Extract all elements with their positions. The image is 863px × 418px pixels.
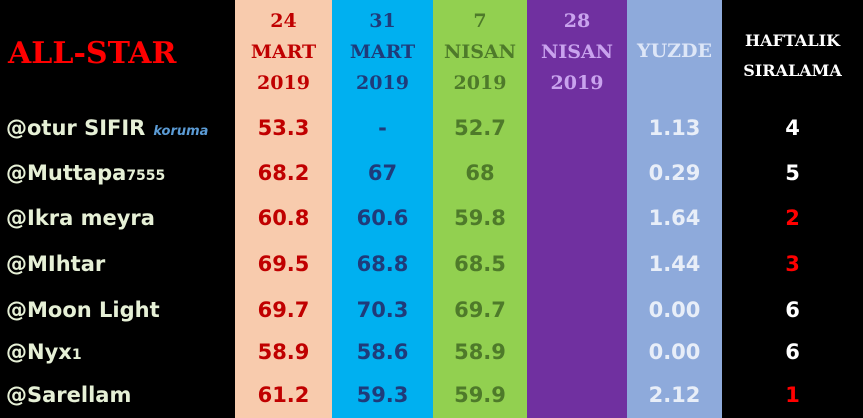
m24-cell: 69.7 xyxy=(257,298,310,322)
rank-cell: 3 xyxy=(785,252,800,276)
yuzde-cell: 2.12 xyxy=(648,383,701,407)
player-name: @Nyx1 xyxy=(6,330,82,375)
name-text: @Muttapa xyxy=(6,161,127,185)
column-bg xyxy=(722,0,863,418)
player-name: @Muttapa7555 xyxy=(6,151,165,196)
column-header: 31 MART 2019 xyxy=(332,6,433,99)
name-suffix: 1 xyxy=(71,347,82,363)
yuzde-cell: 0.29 xyxy=(648,161,701,185)
m31-cell: 67 xyxy=(367,161,398,185)
yuzde-cell: 0.00 xyxy=(648,340,701,364)
m31-cell: - xyxy=(378,116,387,140)
column-bg xyxy=(235,0,332,418)
player-name: @Moon Light xyxy=(6,288,160,333)
column-header: 7 NISAN 2019 xyxy=(433,6,527,99)
header-line: 7 xyxy=(473,10,487,32)
rank-cell: 2 xyxy=(785,206,800,230)
n7-cell: 69.7 xyxy=(454,298,506,322)
rank-cell: 6 xyxy=(785,298,800,322)
player-name: @Ikra meyra xyxy=(6,196,155,241)
header-line: HAFTALIK xyxy=(745,31,840,50)
name-text: @Moon Light xyxy=(6,298,160,322)
name-text: @Sarellam xyxy=(6,383,132,407)
m31-cell: 70.3 xyxy=(356,298,409,322)
column-bg xyxy=(527,0,627,418)
m31-cell: 60.6 xyxy=(356,206,409,230)
header-line: MART xyxy=(250,41,317,63)
column-bg xyxy=(332,0,433,418)
n7-cell: 59.8 xyxy=(454,206,506,230)
m31-cell: 68.8 xyxy=(356,252,409,276)
name-text: @Nyx xyxy=(6,340,72,364)
m24-cell: 60.8 xyxy=(257,206,310,230)
n7-cell: 68.5 xyxy=(454,252,506,276)
header-line: 28 xyxy=(563,10,591,32)
player-name: @Sarellam xyxy=(6,373,131,418)
m24-cell: 53.3 xyxy=(257,116,310,140)
name-note: koruma xyxy=(153,124,209,139)
header-line: 2019 xyxy=(356,72,409,94)
rank-cell: 1 xyxy=(785,383,800,407)
column-header: 28 NISAN 2019 xyxy=(527,6,627,99)
rank-cell: 6 xyxy=(785,340,800,364)
n7-cell: 52.7 xyxy=(454,116,506,140)
header-line: 2019 xyxy=(550,72,604,94)
m24-cell: 61.2 xyxy=(257,383,310,407)
name-text: @otur SIFIR xyxy=(6,116,146,140)
rank-cell: 4 xyxy=(785,116,800,140)
header-line: 2019 xyxy=(257,72,310,94)
yuzde-cell: 1.44 xyxy=(648,252,701,276)
column-bg xyxy=(627,0,722,418)
n7-cell: 59.9 xyxy=(454,383,506,407)
header-line: 31 xyxy=(369,10,396,32)
yuzde-cell: 1.64 xyxy=(648,206,701,230)
m24-cell: 69.5 xyxy=(257,252,310,276)
m31-cell: 58.6 xyxy=(356,340,409,364)
column-bg xyxy=(433,0,527,418)
header-line: 24 xyxy=(270,10,297,32)
yuzde-cell: 0.00 xyxy=(648,298,701,322)
n7-cell: 68 xyxy=(465,161,495,185)
column-header: YUZDE xyxy=(627,36,722,67)
rank-cell: 5 xyxy=(785,161,800,185)
header-line: SIRALAMA xyxy=(743,61,842,80)
header-line: YUZDE xyxy=(637,40,712,62)
header-line: MART xyxy=(349,41,416,63)
column-header: 24 MART 2019 xyxy=(235,6,332,99)
m24-cell: 68.2 xyxy=(257,161,310,185)
yuzde-cell: 1.13 xyxy=(648,116,701,140)
column-header: HAFTALIK SIRALAMA xyxy=(722,26,863,86)
name-text: @MIhtar xyxy=(6,252,106,276)
m31-cell: 59.3 xyxy=(356,383,409,407)
m24-cell: 58.9 xyxy=(257,340,310,364)
n7-cell: 58.9 xyxy=(454,340,506,364)
title: ALL-STAR xyxy=(8,36,177,71)
player-name: @MIhtar xyxy=(6,242,105,287)
header-line: NISAN xyxy=(540,41,614,63)
header-line: 2019 xyxy=(453,72,507,94)
name-text: @Ikra meyra xyxy=(6,206,155,230)
player-name: @otur SIFIR koruma xyxy=(6,106,208,151)
name-suffix: 7555 xyxy=(126,168,166,184)
header-line: NISAN xyxy=(443,41,517,63)
